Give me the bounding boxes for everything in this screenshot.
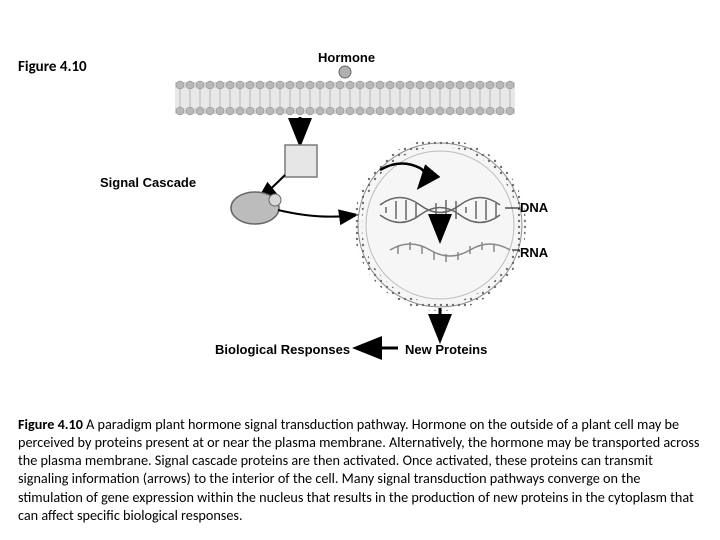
caption-text: A paradigm plant hormone signal transduc… — [18, 415, 699, 524]
dna-label: DNA — [520, 200, 548, 215]
receptor-icon — [285, 145, 317, 177]
new-proteins-label: New Proteins — [405, 342, 487, 357]
figure-top-label: Figure 4.10 — [18, 58, 87, 76]
bio-responses-label: Biological Responses — [215, 342, 350, 357]
membrane-icon — [175, 81, 515, 115]
diagram-svg — [120, 50, 580, 360]
figure-caption: Figure 4.10 A paradigm plant hormone sig… — [18, 415, 702, 524]
diagram-canvas: Hormone Signal Cascade DNA RNA New Prote… — [120, 50, 580, 360]
hormone-label: Hormone — [318, 50, 375, 65]
signal-cascade-label: Signal Cascade — [100, 175, 196, 190]
rna-label: RNA — [520, 245, 548, 260]
caption-figref: Figure 4.10 — [18, 415, 83, 433]
